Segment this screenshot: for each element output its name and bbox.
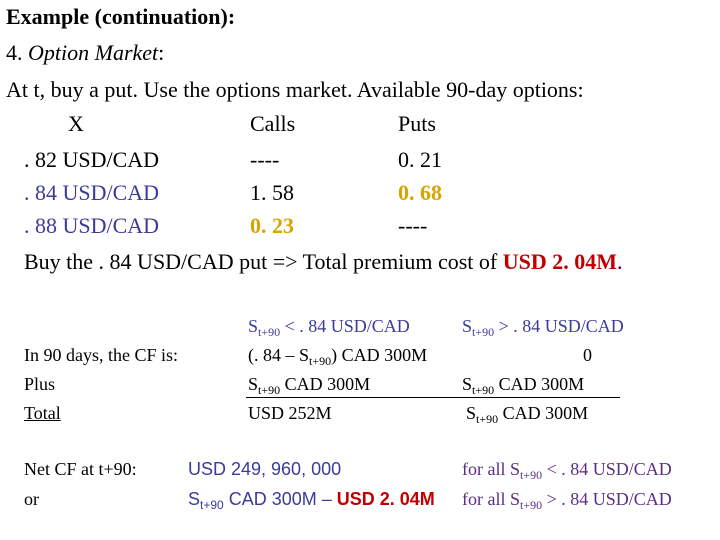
row3-put: ---- (398, 213, 428, 238)
cond-above-sub: t+90 (520, 498, 543, 512)
cf-header-below-sub: t+90 (258, 325, 281, 339)
cf-row-below: (. 84 – St+90) CAD 300M (248, 344, 427, 372)
plus-row-below-post: CAD 300M (280, 374, 371, 394)
cf-header-below: St+90 < . 84 USD/CAD (248, 315, 410, 343)
row1-strike: . 82 USD/CAD (24, 147, 160, 172)
plus-row-above-sub: t+90 (472, 383, 495, 397)
net-cf-alternative: St+90 CAD 300M – USD 2. 04M (188, 488, 435, 516)
net-cf-label: Net CF at t+90: (24, 459, 137, 479)
section-number: 4. (6, 40, 23, 65)
total-row-above-s: S (466, 403, 477, 423)
cond-above-pre: for all S (462, 489, 520, 509)
row3-strike: . 88 USD/CAD (24, 213, 160, 238)
cf-header-above: St+90 > . 84 USD/CAD (462, 315, 624, 343)
net-cf-value: USD 249, 960, 000 (188, 459, 342, 479)
cf-header-above-s: S (462, 316, 473, 336)
alt-s: S (188, 489, 201, 509)
plus-row-label: Plus (24, 374, 56, 394)
total-divider (246, 397, 620, 398)
row1-put: 0. 21 (398, 147, 442, 172)
cf-header-above-sub: t+90 (472, 325, 495, 339)
header-strike: X (68, 111, 84, 136)
plus-row-below: St+90 CAD 300M (248, 373, 370, 401)
buy-line: Buy the . 84 USD/CAD put => Total premiu… (24, 249, 623, 275)
row1-call: ---- (250, 147, 280, 172)
row2-put: 0. 68 (398, 180, 442, 205)
total-row-above-post: CAD 300M (498, 403, 589, 423)
cf-row-below-post: ) CAD 300M (331, 345, 428, 365)
net-cf-condition-above: for all St+90 > . 84 USD/CAD (462, 488, 672, 516)
alt-sub: t+90 (200, 498, 224, 512)
cf-header-below-s: S (248, 316, 259, 336)
row2-strike: . 84 USD/CAD (24, 180, 160, 205)
alt-premium: USD 2. 04M (336, 489, 435, 509)
total-premium: USD 2. 04M (502, 249, 618, 274)
plus-row-above-s: S (462, 374, 473, 394)
alt-mid: CAD 300M – (223, 489, 337, 509)
cf-header-above-rest: > . 84 USD/CAD (494, 316, 624, 336)
total-row-below: USD 252M (248, 403, 332, 423)
slide-title: Example (continuation): (6, 4, 236, 29)
total-row-above-sub: t+90 (476, 412, 499, 426)
cond-below-pre: for all S (462, 459, 520, 479)
total-row-label: Total (24, 403, 61, 423)
cf-row-above: 0 (583, 345, 592, 365)
buy-text: Buy the . 84 USD/CAD put => Total premiu… (24, 249, 503, 274)
cond-below-post: < . 84 USD/CAD (542, 459, 672, 479)
header-puts: Puts (398, 111, 436, 136)
section-colon: : (158, 40, 165, 65)
plus-row-above-post: CAD 300M (494, 374, 585, 394)
cf-row-below-pre: (. 84 – S (248, 345, 310, 365)
section-heading: 4. Option Market: (6, 40, 164, 66)
plus-row-below-s: S (248, 374, 259, 394)
section-label: Option Market (28, 40, 159, 65)
row2-call: 1. 58 (250, 180, 294, 205)
cf-row-label: In 90 days, the CF is: (24, 345, 179, 365)
intro-text: At t, buy a put. Use the options market.… (6, 77, 584, 102)
cf-header-below-rest: < . 84 USD/CAD (280, 316, 410, 336)
cond-above-post: > . 84 USD/CAD (542, 489, 672, 509)
header-calls: Calls (250, 111, 296, 136)
cond-below-sub: t+90 (520, 468, 543, 482)
plus-row-above: St+90 CAD 300M (462, 373, 584, 401)
buy-end: . (617, 249, 623, 274)
or-label: or (24, 489, 39, 509)
total-row-above: St+90 CAD 300M (466, 402, 588, 430)
row3-call: 0. 23 (250, 213, 294, 238)
plus-row-below-sub: t+90 (258, 383, 281, 397)
cf-row-below-sub: t+90 (309, 354, 332, 368)
net-cf-condition-below: for all St+90 < . 84 USD/CAD (462, 458, 672, 486)
